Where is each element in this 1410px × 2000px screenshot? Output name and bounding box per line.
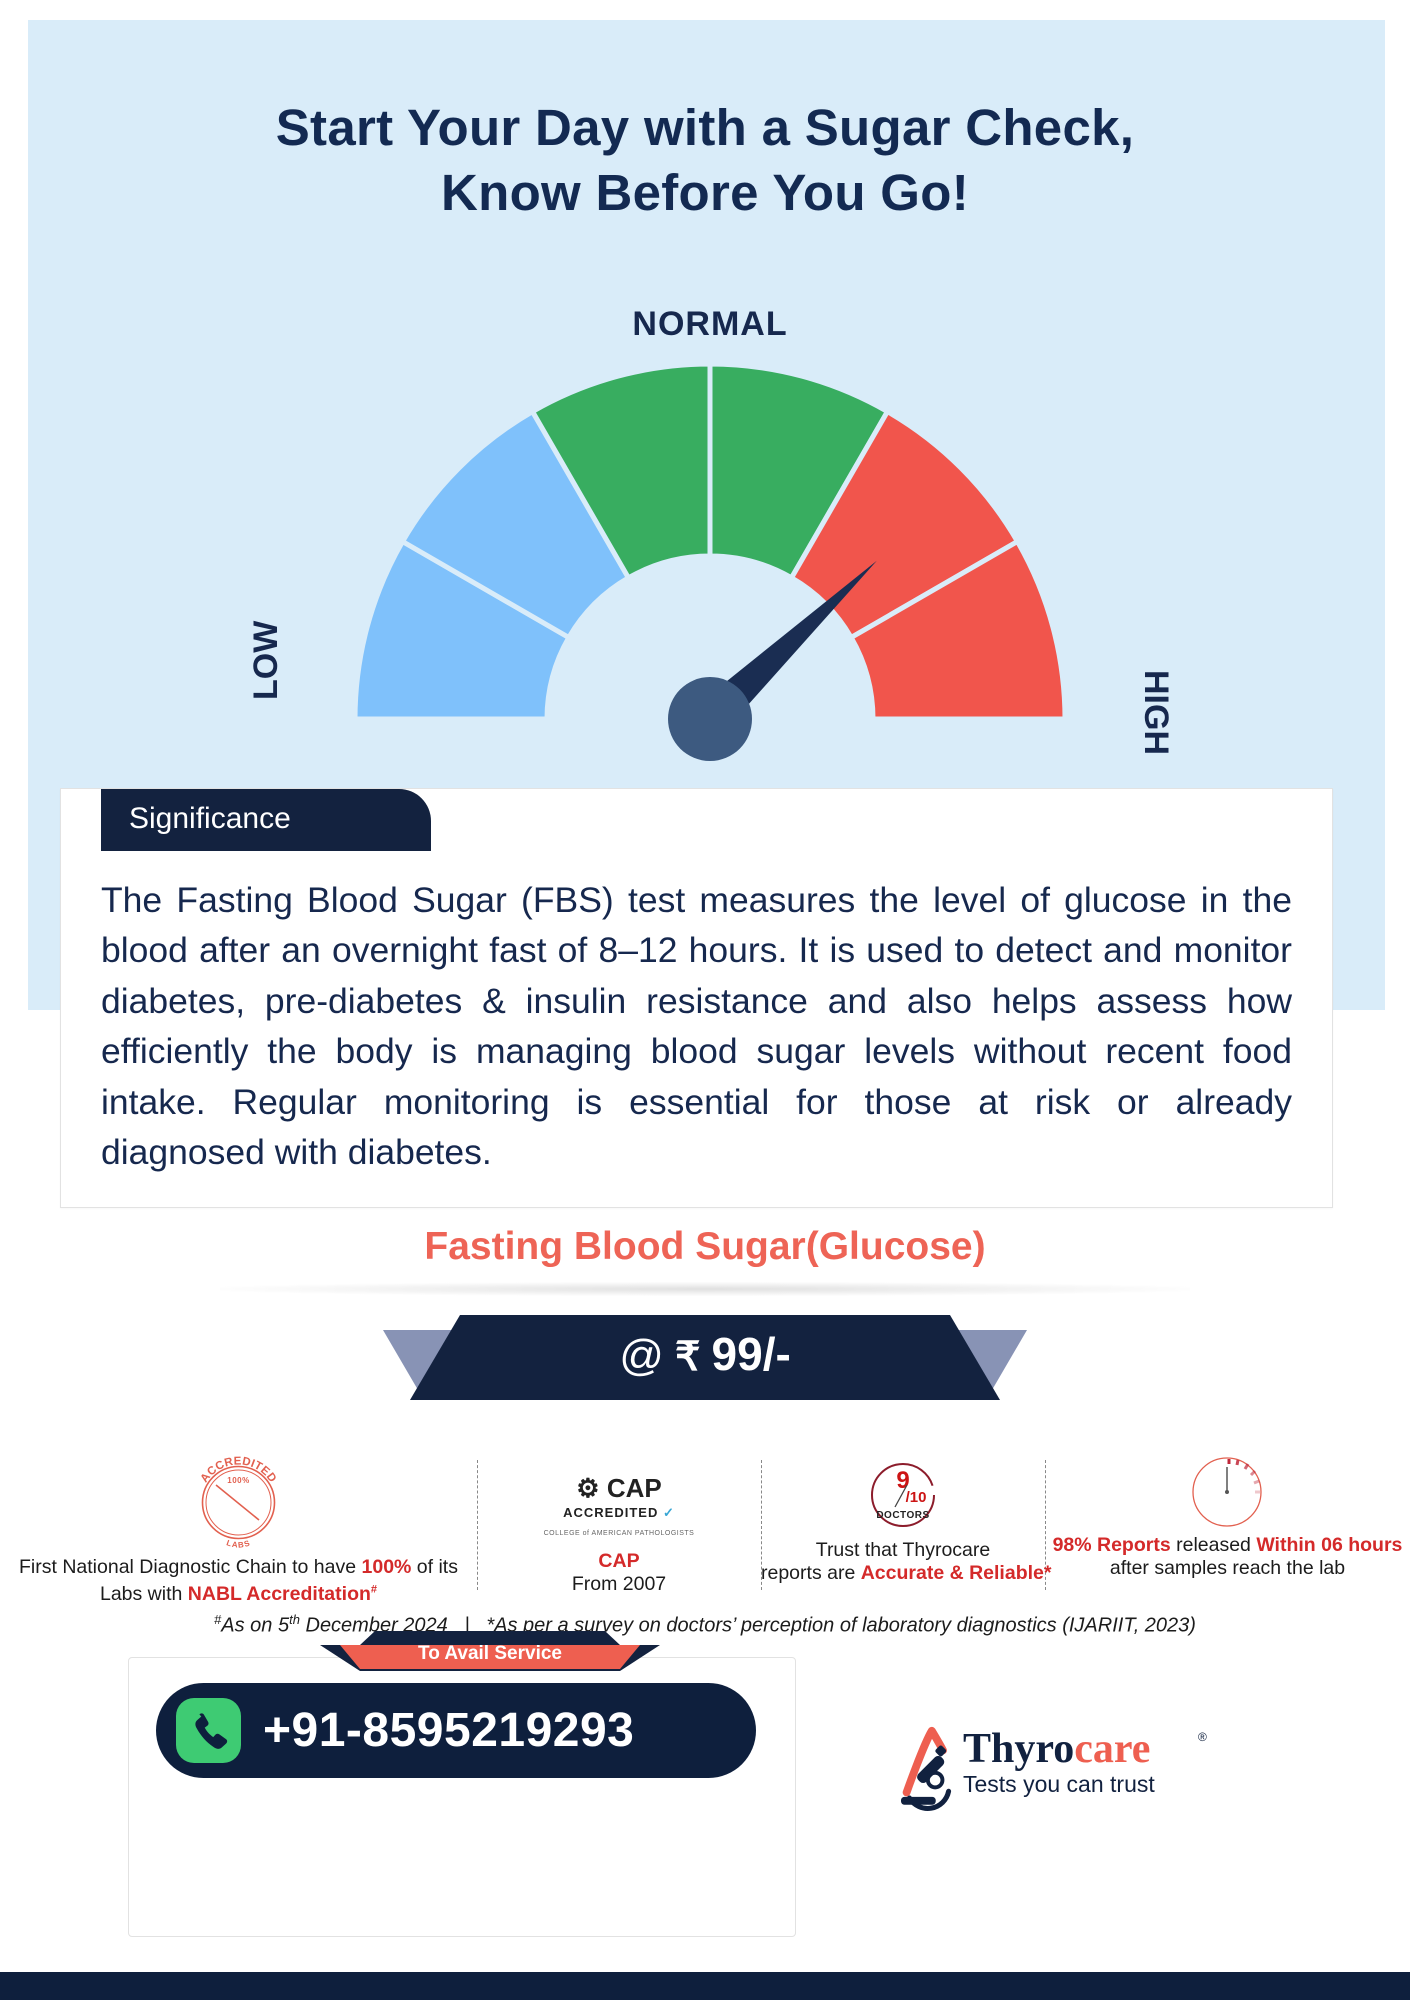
svg-text:/10: /10 (906, 1489, 927, 1506)
svg-text:LOW: LOW (247, 620, 285, 700)
svg-text:HIGH: HIGH (1137, 670, 1175, 755)
svg-text:@ ₹ 99/-: @ ₹ 99/- (619, 1328, 791, 1380)
svg-text:Thyrocare: Thyrocare (963, 1726, 1150, 1772)
svg-text:®: ® (1198, 1730, 1207, 1744)
svg-text:To Avail Service: To Avail Service (418, 1643, 562, 1664)
svg-text:100%: 100% (227, 1476, 249, 1485)
svg-text:NORMAL: NORMAL (632, 305, 787, 343)
svg-text:DOCTORS: DOCTORS (876, 1510, 929, 1521)
svg-text:Tests you can trust: Tests you can trust (963, 1771, 1155, 1797)
svg-text:LABS: LABS (225, 1538, 251, 1549)
